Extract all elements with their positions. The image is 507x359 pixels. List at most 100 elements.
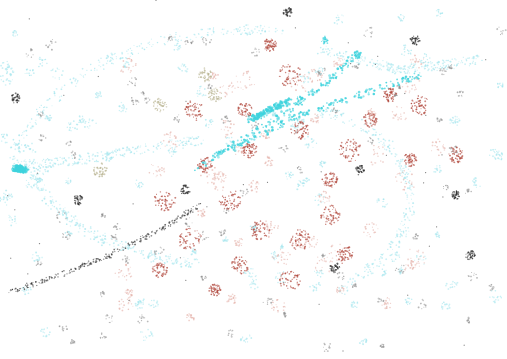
- particle: [317, 119, 319, 122]
- particle: [141, 301, 143, 304]
- particle: [155, 193, 158, 195]
- particle: [409, 209, 411, 211]
- particle: [231, 86, 233, 88]
- particle: [401, 19, 404, 22]
- particle: [203, 169, 206, 171]
- particle: [127, 269, 130, 272]
- particle: [454, 282, 456, 284]
- particle: [314, 266, 317, 269]
- particle: [298, 246, 300, 248]
- particle: [135, 62, 137, 65]
- particle: [47, 165, 49, 167]
- particle: [119, 153, 121, 156]
- particle: [321, 271, 323, 273]
- particle: [205, 277, 207, 279]
- particle: [73, 161, 76, 163]
- particle: [162, 274, 164, 276]
- particle: [121, 52, 124, 55]
- particle: [14, 215, 16, 218]
- particle: [293, 271, 295, 273]
- particle: [379, 160, 382, 162]
- particle: [289, 171, 292, 174]
- particle: [162, 248, 165, 251]
- particle: [140, 181, 143, 184]
- particle: [180, 243, 182, 246]
- particle: [382, 153, 384, 155]
- particle: [403, 15, 406, 18]
- particle: [321, 162, 323, 165]
- particle: [325, 173, 328, 176]
- particle: [252, 278, 254, 281]
- particle: [174, 202, 176, 204]
- particle: [138, 299, 141, 302]
- particle: [404, 177, 407, 179]
- particle: [235, 153, 237, 155]
- particle: [228, 198, 230, 200]
- particle: [36, 187, 39, 190]
- particle: [426, 66, 429, 68]
- particle: [76, 128, 78, 130]
- particle: [8, 194, 11, 197]
- particle: [106, 158, 108, 160]
- particle: [493, 150, 495, 153]
- particle: [223, 203, 225, 205]
- particle: [222, 204, 224, 206]
- particle: [245, 86, 248, 89]
- particle: [422, 61, 424, 64]
- particle: [274, 225, 276, 227]
- particle: [199, 115, 202, 118]
- particle: [279, 69, 282, 71]
- particle: [408, 72, 411, 74]
- particle: [305, 242, 307, 244]
- particle: [131, 53, 134, 55]
- particle: [99, 90, 101, 93]
- particle: [230, 207, 233, 209]
- particle: [163, 262, 166, 264]
- particle: [6, 134, 8, 137]
- particle: [210, 165, 212, 167]
- particle: [223, 239, 225, 241]
- particle: [249, 114, 251, 116]
- particle: [162, 168, 164, 170]
- particle: [286, 178, 288, 180]
- particle: [256, 224, 259, 226]
- particle: [366, 264, 368, 267]
- particle: [250, 152, 252, 154]
- particle: [245, 269, 247, 272]
- particle: [366, 113, 369, 115]
- particle: [32, 166, 35, 169]
- particle: [116, 222, 119, 225]
- particle: [290, 128, 292, 131]
- particle: [323, 350, 326, 352]
- particle: [413, 102, 416, 105]
- particle: [0, 198, 2, 200]
- particle: [352, 155, 354, 158]
- particle: [101, 237, 103, 240]
- particle: [409, 210, 412, 212]
- particle: [438, 118, 440, 120]
- particle: [163, 269, 165, 271]
- particle: [408, 219, 411, 222]
- particle: [436, 67, 438, 69]
- particle: [293, 129, 296, 132]
- particle: [44, 114, 46, 116]
- particle: [298, 74, 300, 76]
- particle: [48, 333, 51, 336]
- particle: [337, 212, 339, 215]
- particle: [310, 69, 313, 71]
- particle: [346, 289, 349, 292]
- particle: [125, 111, 127, 113]
- particle: [289, 241, 292, 244]
- particle: [67, 156, 70, 159]
- particle: [256, 286, 259, 289]
- particle: [246, 266, 248, 269]
- particle: [119, 57, 122, 60]
- particle: [416, 105, 418, 108]
- particle: [128, 291, 131, 293]
- particle: [309, 285, 311, 288]
- particle: [0, 75, 2, 77]
- particle: [338, 251, 340, 253]
- particle: [238, 263, 240, 265]
- particle: [55, 157, 58, 160]
- particle: [340, 113, 343, 116]
